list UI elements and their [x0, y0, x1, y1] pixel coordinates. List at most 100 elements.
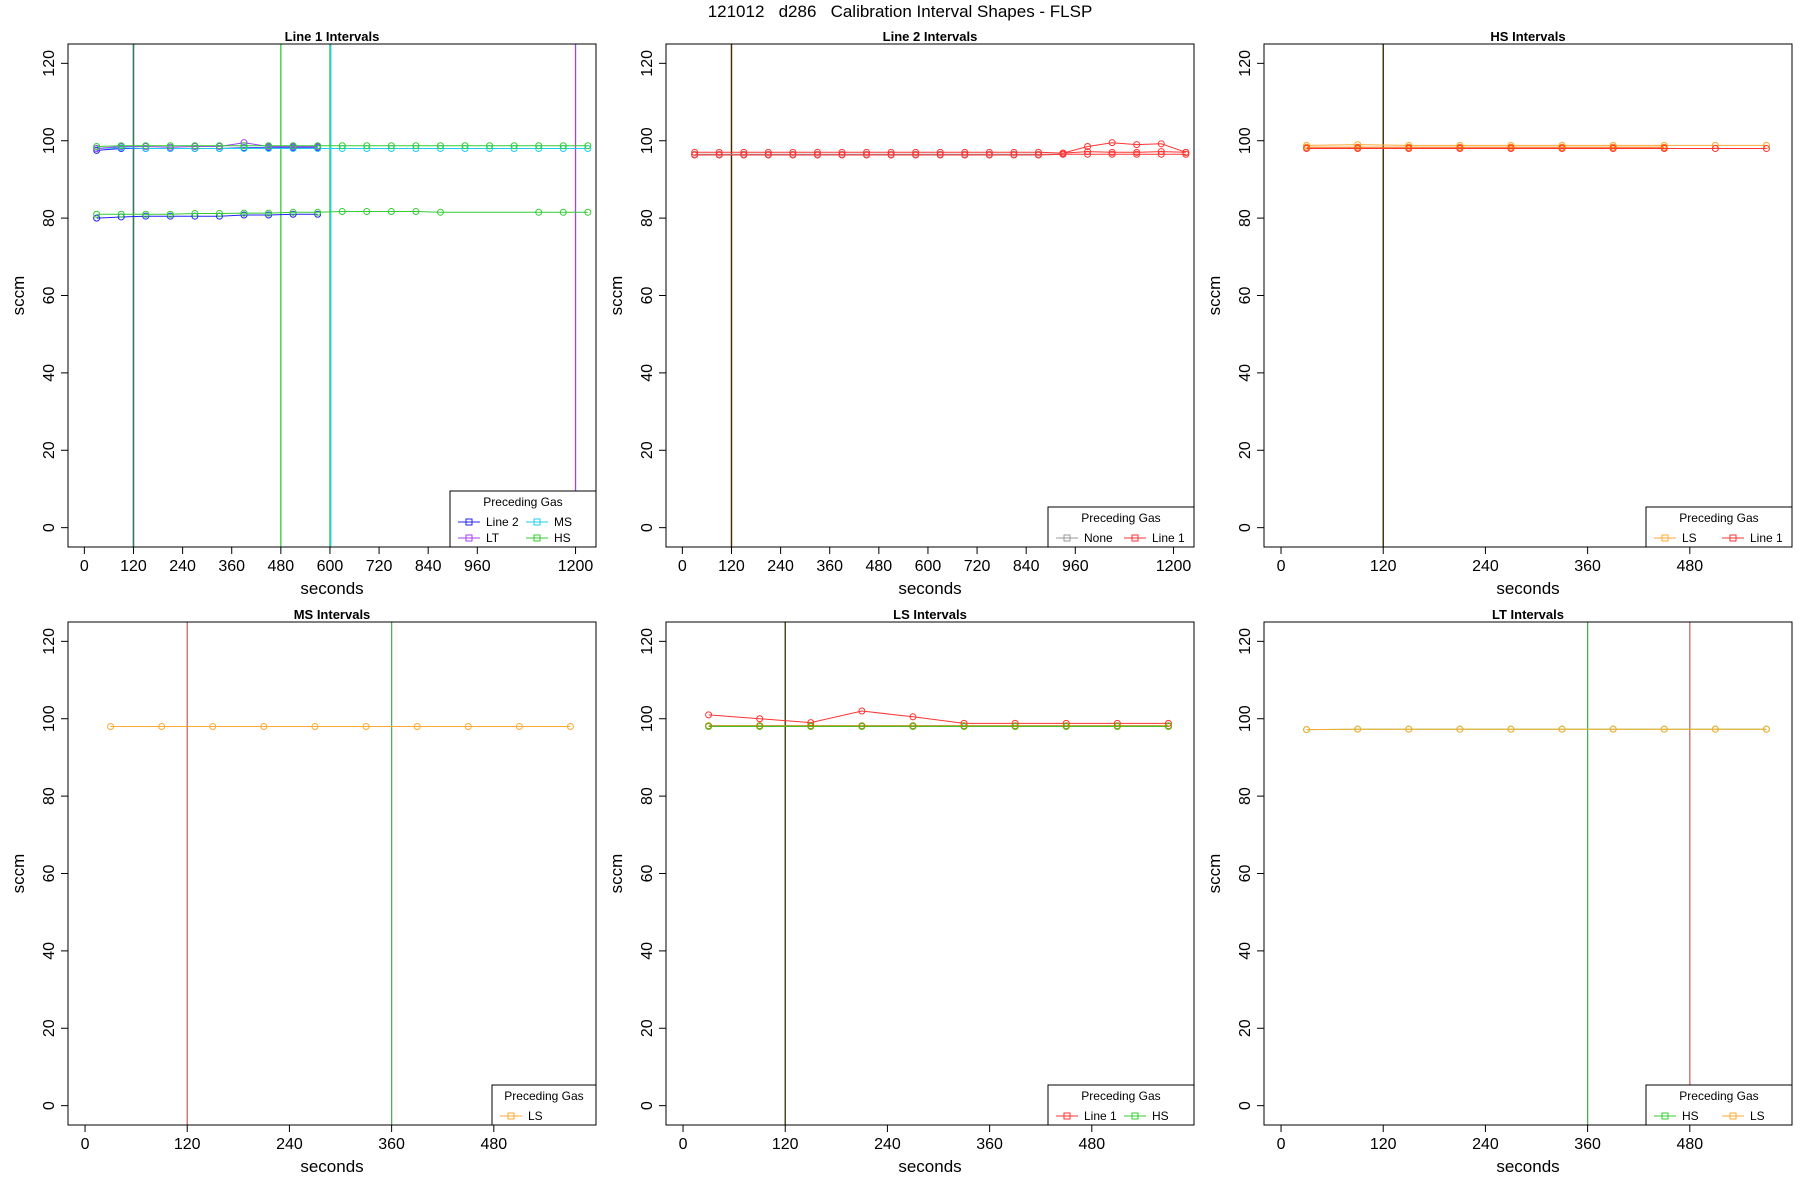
data-point — [559, 142, 567, 150]
legend-entry: LS — [1682, 531, 1697, 545]
y-tick-label: 120 — [1237, 628, 1254, 655]
legend-entry: LS — [528, 1109, 543, 1123]
legend-swatch-marker — [533, 534, 541, 542]
plot-frame — [1263, 43, 1793, 548]
legend-entry: Line 1 — [1084, 1109, 1117, 1123]
y-tick-label: 40 — [639, 364, 656, 382]
data-point — [1108, 148, 1116, 156]
y-tick-label: 40 — [1237, 942, 1254, 960]
y-tick-label: 100 — [639, 705, 656, 732]
x-tick-label: 480 — [1676, 558, 1703, 575]
legend-title: Preceding Gas — [1081, 511, 1160, 525]
data-point — [166, 210, 174, 218]
panel-2: Line 2 Intervals seconds sccm 0 120 240 360 480… — [607, 29, 1195, 598]
data-point — [764, 151, 772, 159]
y-tick-label: 20 — [639, 441, 656, 459]
y-tick-label: 0 — [41, 1101, 58, 1110]
x-tick-label: 240 — [1472, 1136, 1499, 1153]
y-tick-label: 20 — [1237, 441, 1254, 459]
legend-swatch-marker — [507, 1112, 515, 1120]
x-tick-label: 120 — [120, 558, 147, 575]
data-point — [240, 142, 248, 150]
x-axis-label: seconds — [898, 1157, 961, 1176]
x-tick-label: 600 — [915, 558, 942, 575]
data-point — [289, 210, 297, 218]
legend-entry: None — [1084, 531, 1113, 545]
legend-box — [491, 1084, 597, 1126]
data-point — [191, 142, 199, 150]
data-point — [566, 722, 574, 730]
panel-title: Line 2 Intervals — [883, 29, 978, 44]
y-tick-label: 120 — [639, 628, 656, 655]
y-tick-label: 120 — [1237, 50, 1254, 77]
data-point — [117, 210, 125, 218]
x-tick-label: 120 — [1370, 558, 1397, 575]
x-tick-label: 240 — [1472, 558, 1499, 575]
x-axis-label: seconds — [898, 579, 961, 598]
data-point — [740, 151, 748, 159]
x-tick-label: 0 — [80, 558, 89, 575]
x-tick-label: 1200 — [1156, 558, 1192, 575]
data-point — [1108, 150, 1116, 158]
data-point — [1157, 140, 1165, 148]
legend-entry: MS — [554, 515, 572, 529]
data-point — [191, 209, 199, 217]
data-point — [387, 142, 395, 150]
y-tick-label: 80 — [1237, 787, 1254, 805]
data-point — [93, 210, 101, 218]
data-point — [584, 142, 592, 150]
data-point — [1133, 150, 1141, 158]
data-point — [510, 142, 518, 150]
legend-entry: HS — [1152, 1109, 1169, 1123]
data-point — [215, 142, 223, 150]
data-point — [691, 148, 699, 156]
x-tick-label: 360 — [218, 558, 245, 575]
y-axis-label: sccm — [9, 854, 28, 894]
legend-swatch-marker — [1729, 1112, 1737, 1120]
data-point — [260, 722, 268, 730]
legend-swatch-marker — [533, 518, 541, 526]
plot-frame — [67, 43, 597, 548]
data-point — [1354, 725, 1362, 733]
x-tick-label: 240 — [767, 558, 794, 575]
panel-3: HS Intervals seconds sccm 0 120 240 360 480 0 20 4… — [1205, 29, 1793, 598]
data-point — [289, 142, 297, 150]
y-tick-label: 80 — [639, 209, 656, 227]
data-point — [289, 208, 297, 216]
data-point — [887, 151, 895, 159]
panel-6: LT Intervals seconds sccm 0 120 240 360 480 0 20 4… — [1205, 607, 1793, 1176]
data-point — [1303, 143, 1311, 151]
data-point — [311, 722, 319, 730]
data-point — [838, 151, 846, 159]
data-point — [912, 151, 920, 159]
y-tick-label: 100 — [1237, 705, 1254, 732]
data-point — [142, 142, 150, 150]
x-tick-label: 360 — [816, 558, 843, 575]
data-point — [158, 722, 166, 730]
legend-title: Preceding Gas — [504, 1089, 583, 1103]
data-point — [314, 210, 322, 218]
legend-title: Preceding Gas — [1081, 1089, 1160, 1103]
data-point — [1456, 725, 1464, 733]
legend-swatch-marker — [1661, 1112, 1669, 1120]
x-tick-label: 600 — [317, 558, 344, 575]
y-tick-label: 60 — [41, 287, 58, 305]
data-point — [166, 212, 174, 220]
legend-box — [1047, 1084, 1195, 1126]
data-point — [858, 707, 866, 715]
y-tick-label: 80 — [639, 787, 656, 805]
data-point — [985, 151, 993, 159]
x-tick-label: 840 — [1013, 558, 1040, 575]
plot-frame — [665, 621, 1195, 1126]
data-point — [1405, 143, 1413, 151]
legend-entry: HS — [554, 531, 571, 545]
data-point — [338, 142, 346, 150]
x-tick-label: 480 — [865, 558, 892, 575]
data-point — [1660, 725, 1668, 733]
y-tick-label: 80 — [41, 787, 58, 805]
y-axis-label: sccm — [1205, 854, 1224, 894]
legend-swatch-marker — [1729, 534, 1737, 542]
x-tick-label: 360 — [1574, 1136, 1601, 1153]
y-tick-label: 100 — [639, 127, 656, 154]
data-point — [1303, 141, 1311, 149]
